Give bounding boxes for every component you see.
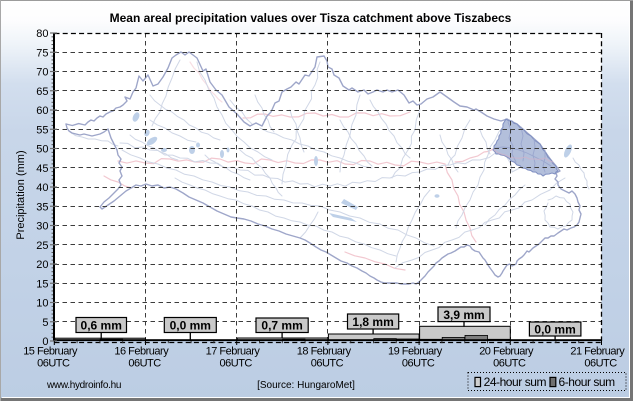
svg-text:06UTC: 06UTC [584, 358, 617, 370]
svg-text:[Source: HungaroMet]: [Source: HungaroMet] [257, 380, 355, 391]
svg-text:0,0 mm: 0,0 mm [170, 319, 211, 333]
svg-text:0,7 mm: 0,7 mm [261, 319, 302, 333]
svg-text:20 February: 20 February [479, 346, 534, 358]
svg-text:06UTC: 06UTC [402, 358, 435, 370]
svg-text:40: 40 [36, 182, 48, 194]
svg-text:55: 55 [36, 124, 48, 136]
svg-text:25: 25 [36, 240, 48, 252]
svg-text:1,8 mm: 1,8 mm [352, 315, 393, 329]
svg-text:30: 30 [36, 221, 48, 233]
svg-text:15: 15 [36, 278, 48, 290]
svg-text:0,0 mm: 0,0 mm [534, 323, 575, 337]
svg-text:3,9 mm: 3,9 mm [443, 308, 484, 322]
svg-text:0,6 mm: 0,6 mm [81, 319, 122, 333]
svg-text:21 February: 21 February [570, 346, 625, 358]
svg-text:45: 45 [36, 163, 48, 175]
svg-text:Mean areal precipitation value: Mean areal precipitation values over Tis… [110, 11, 512, 25]
svg-text:20: 20 [36, 259, 48, 271]
svg-text:65: 65 [36, 86, 48, 98]
svg-text:Precipitation (mm): Precipitation (mm) [15, 150, 27, 239]
svg-text:18 February: 18 February [297, 346, 352, 358]
svg-text:06UTC: 06UTC [493, 358, 526, 370]
svg-text:06UTC: 06UTC [311, 358, 344, 370]
svg-text:15 February: 15 February [23, 346, 78, 358]
svg-text:60: 60 [36, 105, 48, 117]
svg-text:10: 10 [36, 298, 48, 310]
svg-text:75: 75 [36, 47, 48, 59]
svg-text:06UTC: 06UTC [37, 358, 70, 370]
svg-text:06UTC: 06UTC [220, 358, 253, 370]
svg-text:35: 35 [36, 201, 48, 213]
svg-text:50: 50 [36, 144, 48, 156]
svg-text:16 February: 16 February [114, 346, 169, 358]
svg-text:70: 70 [36, 67, 48, 79]
svg-text:6-hour sum: 6-hour sum [559, 375, 616, 389]
svg-text:5: 5 [42, 317, 48, 329]
svg-text:www.hydroinfo.hu: www.hydroinfo.hu [46, 380, 121, 391]
svg-text:0: 0 [42, 336, 48, 348]
svg-text:80: 80 [36, 28, 48, 40]
svg-text:19 February: 19 February [388, 346, 443, 358]
svg-text:17 February: 17 February [206, 346, 261, 358]
svg-text:24-hour sum: 24-hour sum [484, 375, 547, 389]
svg-text:06UTC: 06UTC [128, 358, 161, 370]
